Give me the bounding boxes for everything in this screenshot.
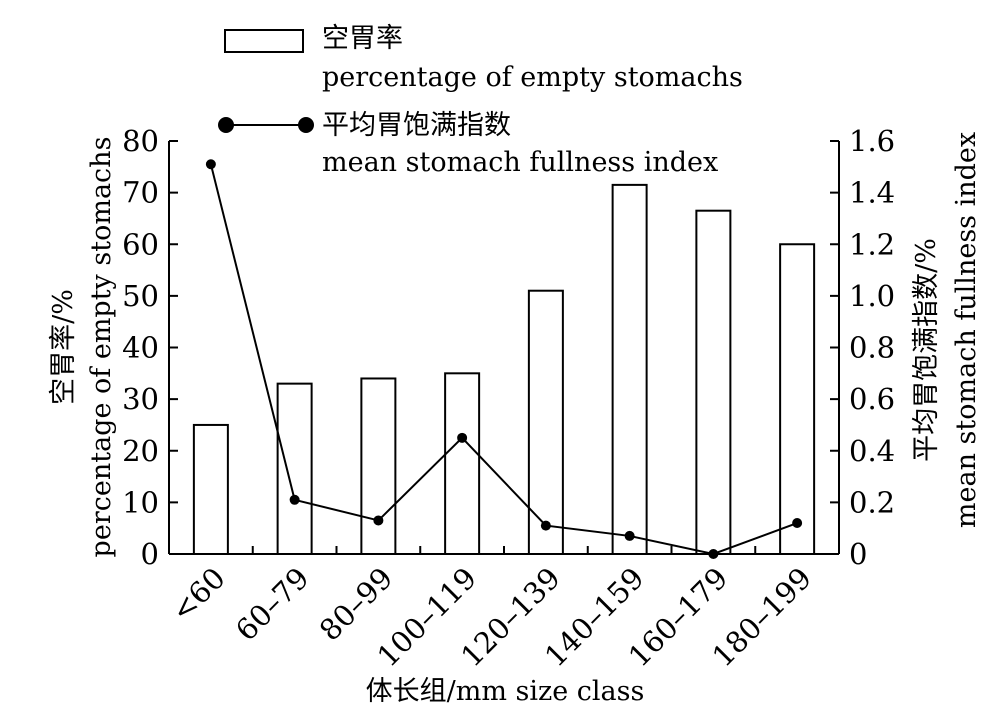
- line-series: [205, 159, 803, 559]
- line-point: [289, 494, 300, 505]
- bar: [779, 243, 816, 555]
- left-y-tick-label: 20: [122, 434, 159, 468]
- right-y-tick-label: 1.6: [849, 124, 895, 158]
- legend-line-label-cn: 平均胃饱满指数: [322, 110, 511, 141]
- legend: 空胃率 percentage of empty stomachs 平均胃饱满指数…: [218, 23, 743, 178]
- fullness-index-line: [209, 163, 798, 556]
- line-point: [205, 159, 216, 170]
- line-point: [792, 518, 803, 529]
- left-y-tick-label: 50: [122, 279, 159, 313]
- left-y-axis-title-cn: 空胃率/%: [48, 289, 79, 405]
- x-axis-title: 体长组/mm size class: [366, 676, 645, 707]
- left-y-tick-label: 0: [141, 537, 159, 571]
- right-y-tick-label: 0.6: [849, 382, 895, 416]
- legend-bar-label-cn: 空胃率: [322, 23, 403, 54]
- right-y-axis-title-en: mean stomach fullness index: [951, 132, 982, 528]
- bar: [192, 423, 229, 555]
- legend-bar-swatch: [224, 29, 304, 53]
- line-point: [708, 549, 719, 559]
- right-y-ticks: 0 0.2 0.4 0.6 0.8 1.0 1.2 1.4 1.6: [830, 124, 895, 571]
- line-point: [457, 432, 468, 443]
- right-y-tick-label: 0.4: [849, 434, 895, 468]
- right-y-axis-title-cn: 平均胃饱满指数/%: [911, 238, 942, 462]
- left-y-tick-label: 80: [122, 124, 159, 158]
- line-point: [540, 520, 551, 531]
- left-y-tick-label: 40: [122, 331, 159, 365]
- left-y-ticks: 0 10 20 30 40 50 60 70 80: [122, 124, 178, 571]
- x-tick-label: <60: [165, 561, 232, 628]
- x-tick-label: 60–79: [229, 561, 315, 647]
- legend-bar-label-en: percentage of empty stomachs: [322, 62, 743, 93]
- left-y-tick-label: 70: [122, 176, 159, 210]
- line-point: [373, 515, 384, 526]
- right-y-tick-label: 0.2: [849, 485, 895, 519]
- x-ticks: <6060–7980–99100–119120–139140–159160–17…: [165, 546, 818, 673]
- right-y-tick-label: 1.2: [849, 227, 895, 261]
- right-y-tick-label: 0.8: [849, 331, 895, 365]
- bar: [360, 377, 397, 555]
- legend-line-label-en: mean stomach fullness index: [322, 147, 718, 178]
- legend-line-marker-left: [218, 117, 234, 133]
- right-y-tick-label: 1.4: [849, 176, 895, 210]
- bar: [276, 382, 313, 556]
- bar: [444, 372, 481, 555]
- left-y-tick-label: 10: [122, 485, 159, 519]
- line-point: [624, 530, 635, 541]
- bar: [695, 209, 732, 555]
- legend-line-marker-right: [298, 117, 314, 133]
- bar: [527, 289, 564, 555]
- bar: [611, 183, 648, 555]
- right-y-tick-label: 1.0: [849, 279, 895, 313]
- left-y-axis-title-en: percentage of empty stomachs: [86, 137, 117, 558]
- left-y-tick-label: 30: [122, 382, 159, 416]
- right-y-tick-label: 0: [849, 537, 867, 571]
- left-y-tick-label: 60: [122, 227, 159, 261]
- bar-series: [192, 183, 816, 556]
